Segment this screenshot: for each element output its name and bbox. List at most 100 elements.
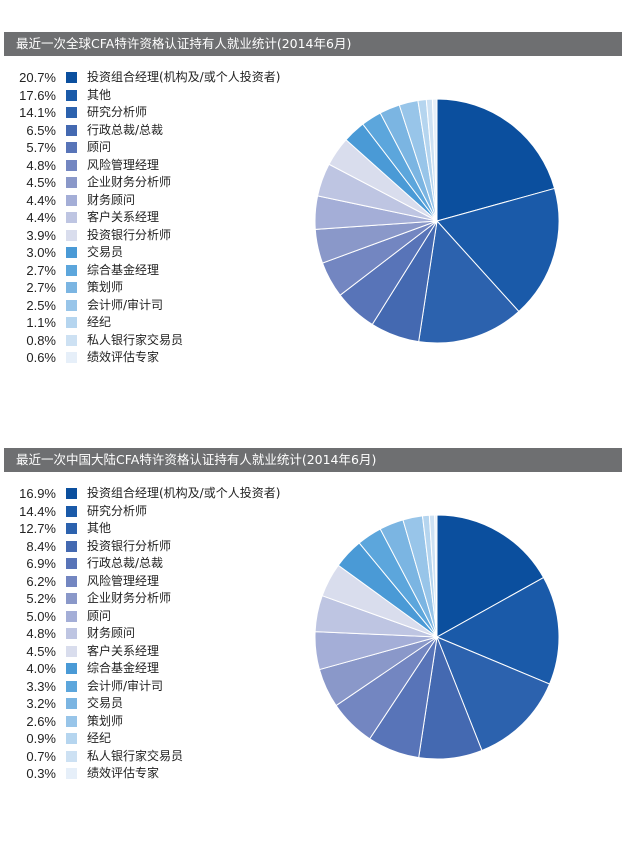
legend-swatch: [66, 663, 77, 674]
legend-label: 客户关系经理: [87, 210, 160, 224]
pie-slice: [431, 98, 438, 222]
legend-label: 绩效评估专家: [87, 350, 160, 364]
legend-label: 风险管理经理: [87, 573, 160, 588]
legend-swatch: [66, 72, 77, 83]
legend-label: 行政总裁/总裁: [87, 556, 164, 570]
legend-item: 16.9% 投资组合经理(机构及/或个人投资者): [0, 485, 320, 503]
legend-value: 17.6%: [19, 87, 56, 103]
legend-item: 5.7% 顾问: [0, 139, 320, 157]
legend-swatch: [66, 107, 77, 118]
pie-chart: [314, 98, 560, 344]
legend-label: 其他: [87, 521, 112, 535]
legend-label: 研究分析师: [87, 105, 148, 119]
legend-item: 5.2% 企业财务分析师: [0, 590, 320, 608]
legend-item: 0.8% 私人银行家交易员: [0, 332, 320, 350]
legend-item: 14.4% 研究分析师: [0, 503, 320, 521]
legend-value: 2.6%: [26, 713, 56, 729]
legend-value: 3.3%: [26, 678, 56, 694]
legend-item: 8.4% 投资银行分析师: [0, 538, 320, 556]
legend-item: 2.7% 策划师: [0, 279, 320, 297]
pie-chart: [314, 514, 560, 760]
legend-swatch: [66, 334, 77, 346]
china-chart-panel: 最近一次中国大陆CFA特许资格认证持有人就业统计(2014年6月) 16.9% 投…: [0, 416, 639, 836]
legend-label: 投资银行分析师: [87, 538, 172, 553]
legend-swatch: [66, 177, 77, 188]
legend-label: 经纪: [87, 731, 112, 745]
legend-label: 交易员: [87, 245, 124, 259]
legend-swatch: [66, 89, 77, 101]
legend-swatch: [66, 593, 77, 604]
legend-label: 综合基金经理: [87, 661, 160, 675]
legend-value: 0.6%: [26, 350, 56, 365]
legend-label: 私人银行家交易员: [87, 332, 184, 347]
legend-item: 2.5% 会计师/审计司: [0, 297, 320, 315]
legend-value: 0.9%: [26, 731, 56, 746]
legend-label: 企业财务分析师: [87, 175, 172, 189]
legend-label: 企业财务分析师: [87, 591, 172, 605]
legend-swatch: [66, 212, 77, 223]
pie-slice: [434, 514, 438, 638]
legend-item: 4.8% 财务顾问: [0, 625, 320, 643]
legend-swatch: [66, 575, 77, 587]
legend-swatch: [66, 505, 77, 517]
legend-swatch: [66, 352, 77, 363]
legend-swatch: [66, 317, 77, 328]
legend-swatch: [66, 264, 77, 276]
legend-item: 6.5% 行政总裁/总裁: [0, 122, 320, 140]
legend-swatch: [66, 282, 77, 293]
legend-label: 经纪: [87, 315, 112, 329]
legend-item: 14.1% 研究分析师: [0, 104, 320, 122]
pie-slice: [418, 219, 520, 344]
legend-label: 策划师: [87, 280, 124, 294]
chart-title: 最近一次全球CFA特许资格认证持有人就业统计(2014年6月): [4, 32, 622, 56]
legend-swatch: [66, 299, 77, 311]
legend-item: 17.6% 其他: [0, 87, 320, 105]
legend-label: 策划师: [87, 713, 124, 728]
legend-swatch: [66, 194, 77, 206]
legend-label: 研究分析师: [87, 503, 148, 518]
legend-label: 投资银行分析师: [87, 227, 172, 242]
legend-item: 0.6% 绩效评估专家: [0, 349, 320, 367]
pie-slice: [436, 98, 556, 222]
legend-swatch: [66, 124, 77, 136]
legend-value: 6.9%: [26, 556, 56, 571]
legend-item: 4.4% 客户关系经理: [0, 209, 320, 227]
legend-swatch: [66, 715, 77, 727]
legend-label: 会计师/审计司: [87, 297, 164, 312]
legend-value: 5.0%: [26, 608, 56, 624]
legend-label: 行政总裁/总裁: [87, 122, 164, 137]
legend-swatch: [66, 229, 77, 241]
legend-item: 4.8% 风险管理经理: [0, 157, 320, 175]
legend-swatch: [66, 523, 77, 534]
legend-item: 4.0% 综合基金经理: [0, 660, 320, 678]
legend-label: 财务顾问: [87, 626, 136, 640]
legend-label: 会计师/审计司: [87, 678, 164, 693]
legend-label: 投资组合经理(机构及/或个人投资者): [87, 70, 281, 84]
legend-value: 8.4%: [26, 538, 56, 554]
legend-value: 4.8%: [26, 157, 56, 173]
legend-value: 4.5%: [26, 643, 56, 659]
legend-swatch: [66, 247, 77, 258]
legend-value: 2.7%: [26, 280, 56, 295]
legend-item: 4.5% 客户关系经理: [0, 643, 320, 661]
legend-swatch: [66, 698, 77, 709]
pie-slice: [436, 187, 560, 313]
legend-swatch: [66, 558, 77, 569]
legend-value: 3.0%: [26, 245, 56, 260]
legend-value: 2.7%: [26, 262, 56, 278]
legend-swatch: [66, 680, 77, 692]
legend-value: 6.5%: [26, 122, 56, 138]
legend-swatch: [66, 488, 77, 499]
legend-value: 16.9%: [19, 486, 56, 501]
legend-item: 3.2% 交易员: [0, 695, 320, 713]
legend-label: 顾问: [87, 608, 112, 623]
pie-slice: [436, 514, 545, 638]
legend-value: 14.1%: [19, 105, 56, 120]
legend-item: 0.9% 经纪: [0, 730, 320, 748]
legend-label: 投资组合经理(机构及/或个人投资者): [87, 486, 281, 500]
legend-item: 1.1% 经纪: [0, 314, 320, 332]
legend-value: 4.4%: [26, 210, 56, 225]
legend-swatch: [66, 750, 77, 762]
legend-value: 5.2%: [26, 591, 56, 606]
legend-swatch: [66, 768, 77, 779]
